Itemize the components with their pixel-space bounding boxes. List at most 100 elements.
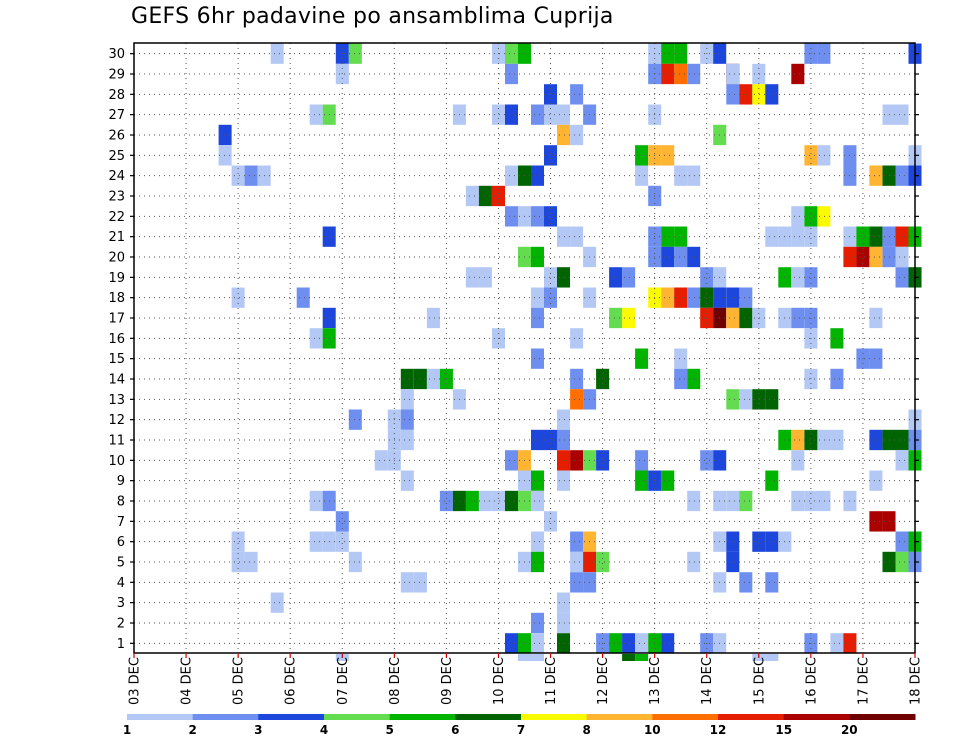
legend-label-7: 7: [517, 723, 525, 737]
y-tick-label-5: 5: [117, 556, 125, 571]
cell-m23-t28: [492, 185, 506, 207]
cell-m26-t33: [557, 124, 571, 146]
cell-m24-t57: [869, 165, 883, 186]
cell-m17-t23: [426, 307, 440, 329]
cell-m10-t33: [557, 450, 571, 471]
y-tick-label-24: 24: [108, 169, 125, 184]
cell-m9-t21: [400, 470, 414, 491]
cell-m22-t53: [817, 206, 831, 227]
cell-m8-t43: [687, 490, 701, 512]
y-tick-label-26: 26: [108, 129, 125, 144]
below-axis-cell-t38: [622, 654, 636, 661]
legend-swatch-10: [718, 714, 785, 720]
cell-m27-t59: [895, 104, 909, 125]
cell-m19-t26: [465, 267, 479, 288]
below-axis-cell-t39: [635, 654, 649, 661]
y-tick-label-15: 15: [108, 352, 125, 367]
cell-m6-t59: [895, 531, 909, 552]
cell-m19-t52: [804, 267, 818, 288]
cell-m1-t54: [830, 633, 844, 654]
cell-m20-t56: [856, 246, 870, 268]
cell-m13-t48: [752, 389, 766, 410]
cell-m19-t37: [609, 267, 623, 288]
y-tick-label-20: 20: [108, 251, 125, 266]
legend-label-5: 5: [386, 723, 394, 737]
x-tick-label-9: 12 DEC: [596, 657, 611, 705]
y-tick-label-16: 16: [108, 332, 125, 347]
cell-m9-t41: [661, 470, 675, 491]
cell-m16-t54: [830, 328, 844, 349]
y-tick-label-7: 7: [117, 515, 125, 530]
cell-m13-t34: [570, 389, 584, 410]
cell-m10-t36: [596, 450, 610, 471]
legend-swatch-8: [586, 714, 653, 720]
cell-m29-t42: [674, 63, 688, 85]
cell-m21-t59: [895, 226, 909, 247]
cell-m4-t49: [765, 572, 779, 593]
cell-m29-t46: [726, 63, 740, 85]
legend-swatch-2: [192, 714, 259, 720]
y-tick-label-23: 23: [108, 190, 125, 205]
cell-m8-t27: [478, 490, 492, 512]
cell-m1-t33: [557, 633, 571, 654]
cell-m21-t41: [661, 226, 675, 247]
cell-m25-t53: [817, 145, 831, 166]
cell-m17-t46: [726, 307, 740, 329]
cell-m1-t38: [622, 633, 636, 654]
cell-m26-t34: [570, 124, 584, 146]
cell-m19-t51: [791, 267, 805, 288]
x-tick-label-10: 13 DEC: [648, 657, 663, 705]
cell-m24-t42: [674, 165, 688, 186]
y-tick-label-1: 1: [117, 637, 125, 652]
cell-m8-t31: [531, 490, 545, 512]
legend-label-15: 15: [775, 723, 792, 737]
cell-m13-t46: [726, 389, 740, 410]
cell-m18-t32: [544, 287, 558, 308]
cell-m6-t34: [570, 531, 584, 552]
cell-m10-t59: [895, 450, 909, 471]
cell-m30-t53: [817, 43, 831, 64]
cell-m1-t29: [505, 633, 519, 654]
cell-m23-t27: [478, 185, 492, 207]
cell-m14-t43: [687, 368, 701, 390]
cell-m6-t16: [335, 531, 349, 552]
legend-label-12: 12: [710, 723, 727, 737]
legend-swatch-12: [849, 714, 916, 720]
cell-m7-t32: [544, 511, 558, 532]
cell-m30-t17: [348, 43, 362, 64]
cell-m8-t14: [309, 490, 323, 512]
cell-m15-t31: [531, 348, 545, 369]
cell-m29-t29: [505, 63, 519, 85]
legend-swatch-3: [258, 714, 325, 720]
cell-m5-t36: [596, 551, 610, 573]
y-tick-label-18: 18: [108, 291, 125, 306]
y-tick-label-13: 13: [108, 393, 125, 408]
y-tick-label-11: 11: [108, 434, 125, 449]
cell-m8-t24: [439, 490, 453, 512]
grid-layer: [133, 43, 916, 653]
x-tick-label-11: 14 DEC: [700, 657, 715, 705]
cell-m5-t46: [726, 551, 740, 573]
legend-label-10: 10: [644, 723, 661, 737]
cell-m4-t47: [739, 572, 753, 593]
cell-m28-t47: [739, 84, 753, 105]
cell-m18-t41: [661, 287, 675, 308]
cell-m12-t17: [348, 409, 362, 430]
x-axis: 03 DEC 04 DEC 05 DEC 06 DEC 07 DEC 08 DEC 09 D…: [128, 653, 924, 705]
cell-m12-t21: [400, 409, 414, 430]
cell-m11-t59: [895, 429, 909, 451]
cell-m12-t33: [557, 409, 571, 430]
cell-m1-t41: [661, 633, 675, 654]
cell-m17-t38: [622, 307, 636, 329]
cell-m15-t57: [869, 348, 883, 369]
cell-m2-t31: [531, 612, 545, 634]
cell-m1-t39: [635, 633, 649, 654]
legend-swatch-5: [389, 714, 456, 720]
y-tick-label-29: 29: [108, 68, 125, 83]
cell-m8-t26: [465, 490, 479, 512]
cell-m18-t46: [726, 287, 740, 308]
cell-m8-t51: [791, 490, 805, 512]
cell-m11-t54: [830, 429, 844, 451]
legend-label-1: 1: [123, 723, 131, 737]
cell-m9-t39: [635, 470, 649, 491]
